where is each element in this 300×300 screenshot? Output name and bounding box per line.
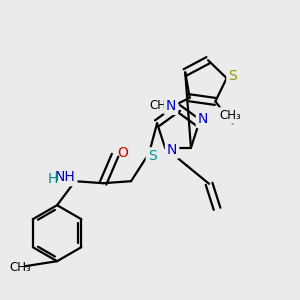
Text: H: H (48, 172, 58, 186)
Text: O: O (118, 146, 128, 160)
Text: NH: NH (55, 170, 76, 184)
Text: N: N (167, 143, 177, 157)
Text: S: S (148, 149, 157, 163)
Text: S: S (228, 69, 237, 83)
Text: CH₃: CH₃ (9, 261, 31, 274)
Text: N: N (166, 99, 176, 113)
Text: N: N (198, 112, 208, 126)
Text: CH₃: CH₃ (220, 109, 242, 122)
Text: CH₃: CH₃ (150, 99, 171, 112)
